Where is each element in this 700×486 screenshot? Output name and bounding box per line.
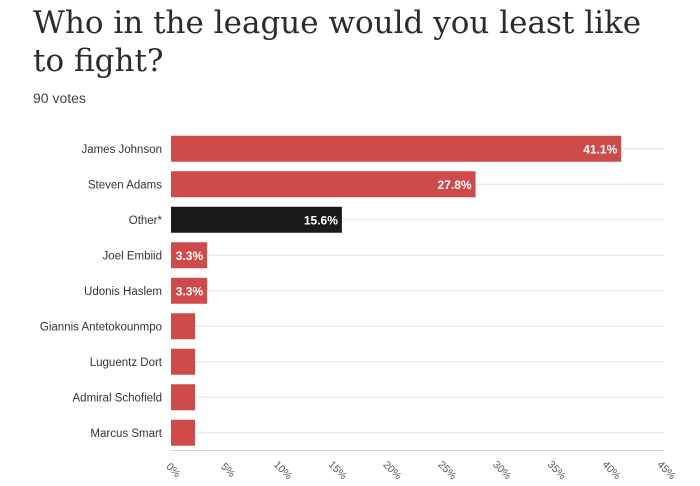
category-label: Giannis Antetokounmpo [40, 321, 162, 333]
value-labels: 41.1% 27.8% 15.6% 3.3% 3.3% [176, 142, 618, 298]
bar[interactable] [171, 135, 622, 162]
vote-count: 90 votes [33, 90, 86, 106]
bar[interactable] [171, 277, 208, 304]
value-label: 41.1% [583, 142, 617, 156]
x-tick-label: 5% [218, 461, 237, 480]
category-label: Joel Embiid [103, 250, 162, 262]
value-label: 3.3% [176, 284, 204, 298]
bar[interactable] [171, 171, 476, 198]
bar[interactable] [171, 242, 208, 269]
x-tick-label: 20% [381, 459, 404, 482]
bar[interactable] [171, 206, 342, 233]
category-label: Admiral Schofield [73, 392, 162, 404]
x-tick-label: 25% [435, 459, 458, 482]
category-label: Other* [129, 215, 163, 227]
category-label: James Johnson [81, 144, 162, 156]
bar[interactable] [171, 384, 196, 411]
x-tick-label: 40% [600, 459, 623, 482]
x-tick-label: 10% [271, 459, 294, 482]
value-label: 3.3% [176, 249, 204, 263]
chart-title: Who in the league would you least like t… [33, 5, 642, 79]
x-tick-label: 35% [545, 459, 568, 482]
value-label: 27.8% [438, 178, 472, 192]
x-axis-ticks: 0% 5% 10% 15% 20% 25% 30% 35% 40% 45% [164, 459, 678, 482]
category-label: Marcus Smart [90, 428, 162, 440]
category-label: Steven Adams [88, 179, 162, 191]
bar[interactable] [171, 313, 196, 340]
category-labels: James Johnson Steven Adams Other* Joel Embi… [40, 144, 163, 440]
x-tick-label: 15% [326, 459, 349, 482]
value-label: 15.6% [304, 213, 338, 227]
category-label: Udonis Haslem [84, 286, 162, 298]
bars [171, 135, 622, 446]
category-label: Luguentz Dort [90, 357, 163, 369]
x-tick-label: 45% [654, 459, 677, 482]
bar[interactable] [171, 419, 196, 446]
x-tick-label: 0% [164, 461, 183, 480]
bar[interactable] [171, 348, 196, 375]
x-tick-label: 30% [490, 459, 513, 482]
